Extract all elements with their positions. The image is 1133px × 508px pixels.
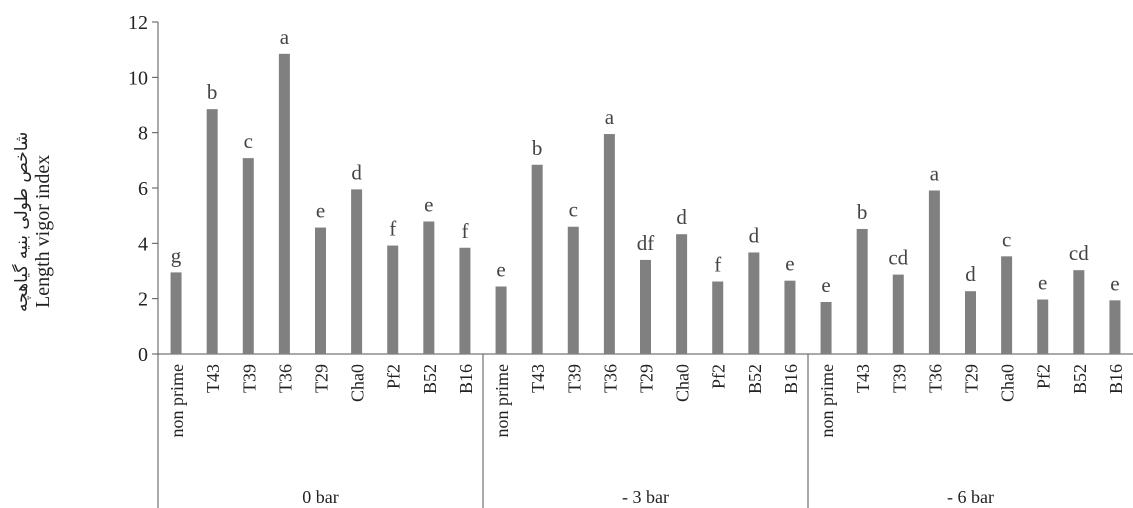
x-category-label: Pf2 — [709, 364, 729, 389]
y-tick-label: 0 — [138, 344, 148, 366]
significance-letter: d — [351, 160, 362, 184]
y-tick-label: 10 — [128, 67, 148, 89]
bar — [640, 259, 651, 354]
significance-letter: e — [316, 199, 325, 223]
bar — [170, 272, 182, 354]
x-category-label: B16 — [1106, 364, 1126, 394]
significance-letter: e — [1110, 271, 1119, 295]
bar — [351, 189, 363, 354]
x-category-label: B16 — [456, 364, 476, 394]
bar — [1109, 300, 1121, 354]
x-category-label: B52 — [420, 364, 440, 394]
x-category-label: T36 — [925, 364, 945, 393]
bar — [459, 247, 471, 354]
x-group-label: - 6 bar — [947, 487, 994, 507]
x-category-label: T29 — [312, 364, 332, 393]
x-category-label: Pf2 — [384, 364, 404, 389]
significance-letter: b — [857, 200, 868, 224]
y-axis-title: شاخص طولی بنیه گیاهچه Length vigor index — [6, 40, 66, 312]
y-tick-label: 12 — [128, 12, 148, 34]
x-category-label: T43 — [853, 364, 873, 393]
bar — [278, 53, 290, 355]
bar — [315, 227, 326, 354]
significance-letter: e — [496, 257, 505, 281]
significance-letter: cd — [1069, 241, 1089, 265]
x-category-label: Cha0 — [673, 364, 693, 402]
bar — [1001, 256, 1013, 354]
bar — [1037, 299, 1049, 354]
x-category-label: B16 — [781, 364, 801, 394]
x-category-label: B52 — [1070, 364, 1090, 394]
bar — [423, 221, 435, 354]
bar — [495, 286, 507, 354]
significance-letter: f — [461, 219, 468, 243]
x-category-label: T43 — [203, 364, 223, 393]
bar — [567, 226, 579, 354]
bar — [928, 190, 940, 354]
significance-letter: f — [714, 253, 721, 277]
significance-letter: e — [424, 192, 433, 216]
x-category-label: B52 — [745, 364, 765, 394]
significance-letter: df — [637, 231, 655, 255]
significance-letter: a — [605, 105, 615, 129]
bar — [820, 301, 832, 354]
bar — [242, 158, 254, 354]
significance-letter: g — [171, 243, 182, 267]
bar — [892, 274, 904, 354]
significance-letter: b — [207, 80, 218, 104]
significance-letter: e — [821, 273, 830, 297]
significance-letter: cd — [888, 246, 908, 270]
bar — [784, 280, 796, 354]
significance-letter: f — [389, 217, 396, 241]
y-axis-title-persian: شاخص طولی بنیه گیاهچه — [12, 131, 32, 312]
y-tick-label: 8 — [138, 123, 148, 145]
x-category-label: T39 — [564, 364, 584, 393]
x-category-label: non prime — [817, 364, 837, 438]
x-group-label: - 3 bar — [622, 487, 669, 507]
x-category-label: T29 — [962, 364, 982, 393]
bar — [965, 291, 976, 354]
x-category-label: T36 — [275, 364, 295, 393]
x-category-label: non prime — [492, 364, 512, 438]
significance-letter: d — [676, 205, 687, 229]
significance-letter: a — [930, 161, 940, 185]
bar — [712, 281, 724, 354]
bar — [1073, 270, 1085, 354]
significance-letter: c — [1002, 227, 1011, 251]
x-category-label: Cha0 — [348, 364, 368, 402]
x-category-label: Pf2 — [1034, 364, 1054, 389]
bar — [748, 252, 760, 354]
x-category-label: T39 — [889, 364, 909, 393]
significance-letter: e — [1038, 270, 1047, 294]
significance-letter: d — [749, 223, 760, 247]
y-tick-label: 2 — [138, 289, 148, 311]
x-group-label: 0 bar — [302, 487, 338, 507]
significance-letter: b — [532, 136, 543, 160]
bar — [603, 134, 615, 354]
bar — [206, 109, 218, 355]
significance-letter: c — [569, 198, 578, 222]
x-category-label: T36 — [600, 364, 620, 393]
y-tick-label: 4 — [138, 233, 148, 255]
significance-letter: a — [280, 25, 290, 49]
x-category-label: T39 — [239, 364, 259, 393]
significance-letter: c — [244, 129, 253, 153]
bar — [856, 228, 868, 354]
bar — [676, 234, 688, 354]
x-category-label: T29 — [637, 364, 657, 393]
x-category-label: Cha0 — [998, 364, 1018, 402]
x-category-label: non prime — [167, 364, 187, 438]
x-category-label: T43 — [528, 364, 548, 393]
y-axis-title-english: Length vigor index — [32, 154, 54, 308]
significance-letter: d — [965, 262, 976, 286]
significance-letter: e — [785, 252, 794, 276]
bar — [531, 164, 543, 354]
bar — [387, 245, 399, 354]
y-tick-label: 6 — [138, 178, 148, 200]
